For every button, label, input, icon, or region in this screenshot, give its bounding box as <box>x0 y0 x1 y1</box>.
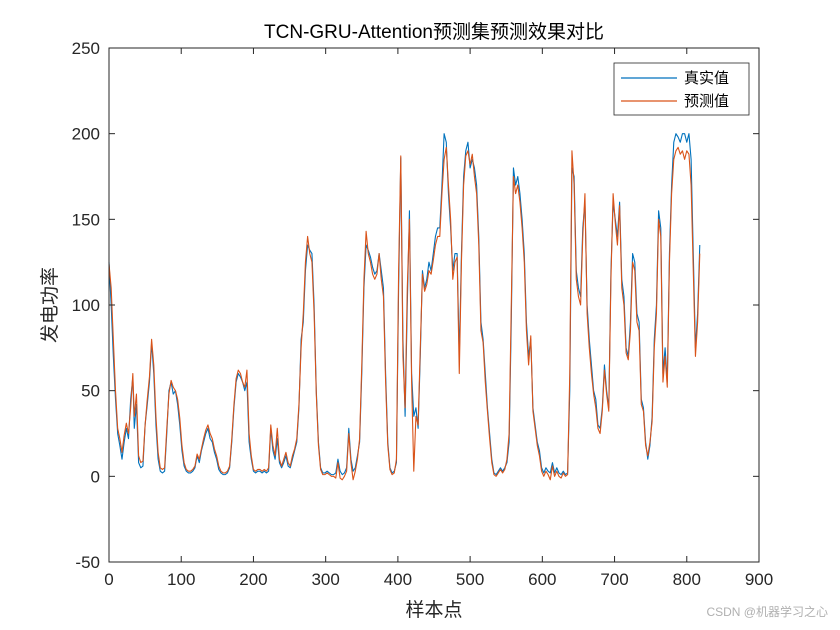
y-tick-label: 100 <box>72 296 100 315</box>
y-tick-label: 200 <box>72 125 100 144</box>
y-tick-label: 150 <box>72 210 100 229</box>
legend-label-predicted: 预测值 <box>684 92 729 110</box>
y-axis-label: 发电功率 <box>39 267 61 343</box>
x-axis-label: 样本点 <box>405 599 462 621</box>
ticks-layer: 0 100 200 300 400 500 600 700 800 900-50050100150… <box>72 39 774 589</box>
legend: 真实值 预测值 <box>613 62 750 116</box>
legend-box <box>613 62 750 116</box>
y-tick-label: 50 <box>81 382 100 401</box>
legend-label-actual: 真实值 <box>684 69 729 87</box>
x-tick-label: 500 <box>456 570 484 589</box>
series-layer <box>108 133 701 481</box>
x-tick-label: 700 <box>600 570 628 589</box>
x-tick-label: 300 <box>311 570 339 589</box>
x-tick-label: 900 <box>745 570 773 589</box>
chart-title: TCN-GRU-Attention预测集预测效果对比 <box>264 21 604 43</box>
x-tick-label: 200 <box>239 570 267 589</box>
x-tick-label: 400 <box>384 570 412 589</box>
x-tick-label: 800 <box>673 570 701 589</box>
x-tick-label: 100 <box>167 570 195 589</box>
x-tick-label: 0 <box>104 570 113 589</box>
plot-area <box>109 48 759 562</box>
x-tick-label: 600 <box>528 570 556 589</box>
y-tick-label: 0 <box>91 467 100 486</box>
y-tick-label: 250 <box>72 39 100 58</box>
watermark-text: CSDN @机器学习之心 <box>706 604 828 619</box>
series-line-predicted <box>108 146 701 481</box>
y-tick-label: -50 <box>75 553 100 572</box>
